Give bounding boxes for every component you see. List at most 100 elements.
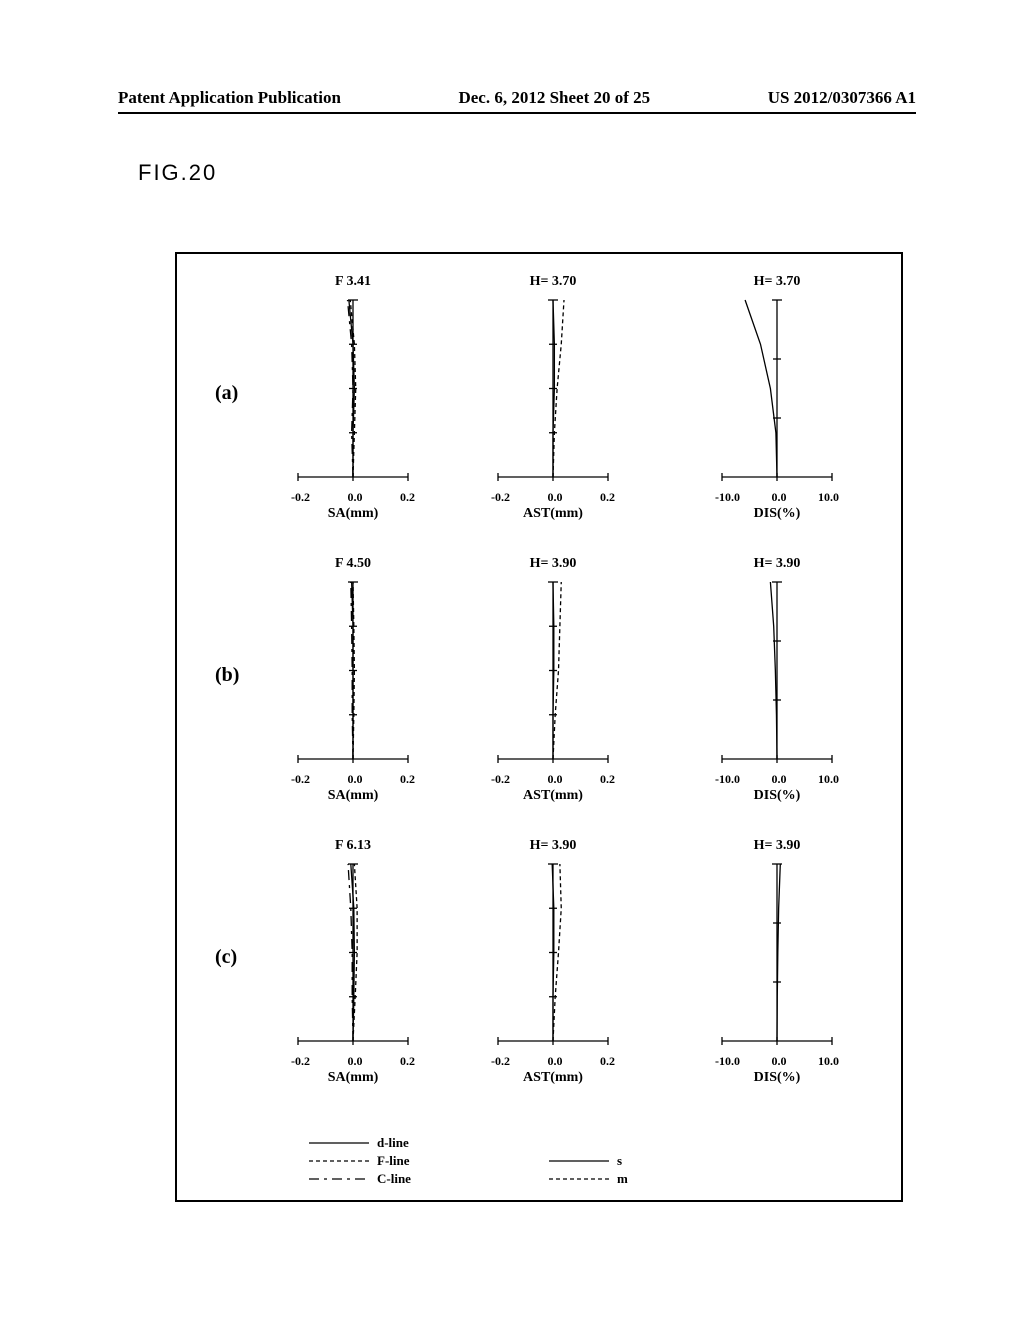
x-tick: 0.0: [772, 1054, 787, 1069]
x-axis-label: AST(mm): [473, 506, 633, 522]
header-right: US 2012/0307366 A1: [768, 88, 916, 108]
x-ticks: -10.0 0.0 10.0: [697, 1054, 857, 1069]
x-axis-label: AST(mm): [473, 1070, 633, 1086]
x-tick: 0.2: [400, 772, 415, 787]
plot-svg: [473, 856, 633, 1056]
plot-svg: [473, 574, 633, 774]
plot-title: H= 3.70: [473, 274, 633, 290]
row-label: (c): [215, 946, 237, 969]
aberration-plot: F 4.50 -0.2 0.0 0.2SA(mm): [273, 554, 433, 822]
legend-sample: [307, 1172, 377, 1186]
x-axis-label: DIS(%): [697, 788, 857, 804]
row-label: (a): [215, 382, 238, 405]
plot-svg: [697, 292, 857, 492]
x-tick: 0.0: [348, 772, 363, 787]
plot-row: (a) F 3.41 -0.2 0.0 0.2SA(mm) H= 3.70 -0.2 0.0 0…: [177, 272, 901, 540]
x-tick: 0.0: [348, 490, 363, 505]
x-tick: 0.0: [772, 772, 787, 787]
plot-svg: [473, 292, 633, 492]
aberration-plot: F 6.13 -0.2 0.0 0.2SA(mm): [273, 836, 433, 1104]
x-axis-label: SA(mm): [273, 1070, 433, 1086]
legend-label: C-line: [377, 1171, 411, 1187]
x-ticks: -0.2 0.0 0.2: [273, 490, 433, 505]
x-ticks: -0.20.00.2: [473, 490, 633, 505]
plot-title: H= 3.70: [697, 274, 857, 290]
x-tick: -0.2: [291, 1054, 310, 1069]
x-ticks: -0.2 0.0 0.2: [473, 772, 633, 787]
x-ticks: -0.2 0.0 0.2: [273, 1054, 433, 1069]
legend-sa: d-line F-line C-line: [307, 1134, 411, 1188]
x-axis-label: DIS(%): [697, 506, 857, 522]
header-center: Dec. 6, 2012 Sheet 20 of 25: [458, 88, 650, 108]
aberration-plot: F 3.41 -0.2 0.0 0.2SA(mm): [273, 272, 433, 540]
figure-label: FIG.20: [138, 160, 217, 186]
x-axis-label: SA(mm): [273, 506, 433, 522]
x-axis-label: DIS(%): [697, 1070, 857, 1086]
x-tick: -0.2: [491, 772, 510, 787]
x-tick: -0.2: [491, 490, 510, 505]
plot-svg: [273, 856, 433, 1056]
page-header: Patent Application Publication Dec. 6, 2…: [0, 88, 1024, 108]
x-tick: 0.2: [600, 1054, 615, 1069]
x-tick: 0.0: [772, 490, 787, 505]
x-tick: 0.2: [400, 490, 415, 505]
x-tick: 0.0: [548, 772, 563, 787]
x-ticks: -10.0 0.0 10.0: [697, 772, 857, 787]
legend-label: F-line: [377, 1153, 410, 1169]
legend-label: s: [617, 1153, 622, 1169]
x-tick: -0.2: [291, 772, 310, 787]
plot-svg: [273, 292, 433, 492]
header-rule: [118, 112, 916, 114]
legend-label: m: [617, 1171, 628, 1187]
plot-row: (b)F 4.50-0.20.00.2SA(mm)H= 3.90-0.20.00…: [177, 554, 901, 822]
aberration-plot: H= 3.90 -10.0 0.0 10.0DIS(%): [697, 554, 857, 822]
plot-title: H= 3.90: [473, 838, 633, 854]
plot-title: H= 3.90: [473, 556, 633, 572]
plot-title: H= 3.90: [697, 556, 857, 572]
aberration-plot: H= 3.90 -0.2 0.0 0.2AST(mm): [473, 554, 633, 822]
plot-title: F 3.41: [273, 274, 433, 290]
legend-row: C-line: [307, 1170, 411, 1188]
x-axis-label: SA(mm): [273, 788, 433, 804]
aberration-plot: H= 3.70-0.20.00.2AST(mm): [473, 272, 633, 540]
legend-sample: [547, 1154, 617, 1168]
x-tick: -10.0: [715, 772, 740, 787]
x-axis-label: AST(mm): [473, 788, 633, 804]
x-tick: -0.2: [491, 1054, 510, 1069]
x-tick: -10.0: [715, 490, 740, 505]
aberration-plot: H= 3.90 -10.0 0.0 10.0DIS(%): [697, 836, 857, 1104]
legend-ast: s m: [547, 1152, 628, 1188]
x-ticks: -0.2 0.0 0.2: [273, 772, 433, 787]
x-ticks: -0.2 0.0 0.2: [473, 1054, 633, 1069]
x-ticks: -10.0 0.0 10.0: [697, 490, 857, 505]
legend-sample: [307, 1136, 377, 1150]
x-tick: 0.0: [348, 1054, 363, 1069]
x-tick: 10.0: [818, 490, 839, 505]
x-tick: 0.2: [600, 772, 615, 787]
legend-label: d-line: [377, 1135, 409, 1151]
legend-row: m: [547, 1170, 628, 1188]
plot-title: F 4.50: [273, 556, 433, 572]
x-tick: 10.0: [818, 1054, 839, 1069]
plot-title: H= 3.90: [697, 838, 857, 854]
x-tick: 0.0: [548, 1054, 563, 1069]
legend-row: F-line: [307, 1152, 411, 1170]
aberration-plot: H= 3.70 -10.0 0.0 10.0DIS(%): [697, 272, 857, 540]
x-tick: 0.2: [400, 1054, 415, 1069]
plot-row: (c)F 6.13-0.20.00.2SA(mm)H= 3.90-0.20.00…: [177, 836, 901, 1104]
plot-svg: [273, 574, 433, 774]
x-tick: 10.0: [818, 772, 839, 787]
aberration-plot: H= 3.90 -0.2 0.0 0.2AST(mm): [473, 836, 633, 1104]
plot-svg: [697, 856, 857, 1056]
x-tick: 0.0: [548, 490, 563, 505]
x-tick: -10.0: [715, 1054, 740, 1069]
legend-sample: [547, 1172, 617, 1186]
header-left: Patent Application Publication: [118, 88, 341, 108]
legend-sample: [307, 1154, 377, 1168]
figure-frame: (a)F 3.41-0.20.00.2SA(mm)H= 3.70-0.20.00…: [175, 252, 903, 1202]
plot-title: F 6.13: [273, 838, 433, 854]
legend-row: d-line: [307, 1134, 411, 1152]
row-label: (b): [215, 664, 239, 687]
legend-row: s: [547, 1152, 628, 1170]
x-tick: -0.2: [291, 490, 310, 505]
